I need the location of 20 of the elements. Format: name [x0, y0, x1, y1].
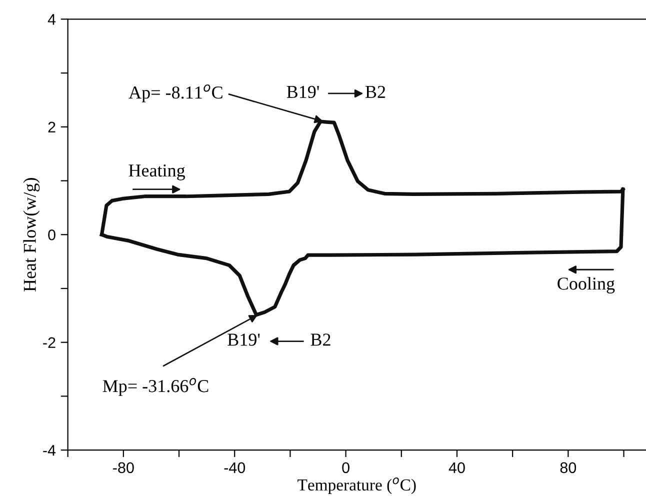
x-axis-title: Temperature ($^{o}$C) [298, 478, 416, 494]
annotation: B19' [228, 334, 260, 346]
x-tick-label: -40 [224, 462, 246, 474]
y-tick-label: 2 [48, 122, 56, 132]
annotation: Ap= -8.11$^{o}$C [128, 84, 222, 102]
y-tick-label: 0 [48, 229, 56, 240]
annotation: Mp= -31.66$^{o}$C [102, 378, 208, 396]
annotation: B2 [365, 86, 386, 98]
annotation: B19' [286, 86, 319, 98]
x-tick-label: 80 [560, 462, 576, 474]
y-tick-label: -2 [43, 337, 56, 348]
annotation: Heating [128, 164, 186, 180]
annotation: Cooling [558, 277, 615, 294]
y-tick-label: 4 [48, 14, 56, 25]
x-tick-label: 40 [448, 462, 465, 474]
annotation: B2 [310, 334, 330, 346]
y-tick-label: -4 [43, 445, 56, 456]
y-axis-title: Heat Flow(w/g) [23, 178, 40, 292]
x-tick-label: -80 [113, 462, 134, 474]
x-tick-label: 0 [342, 462, 350, 474]
